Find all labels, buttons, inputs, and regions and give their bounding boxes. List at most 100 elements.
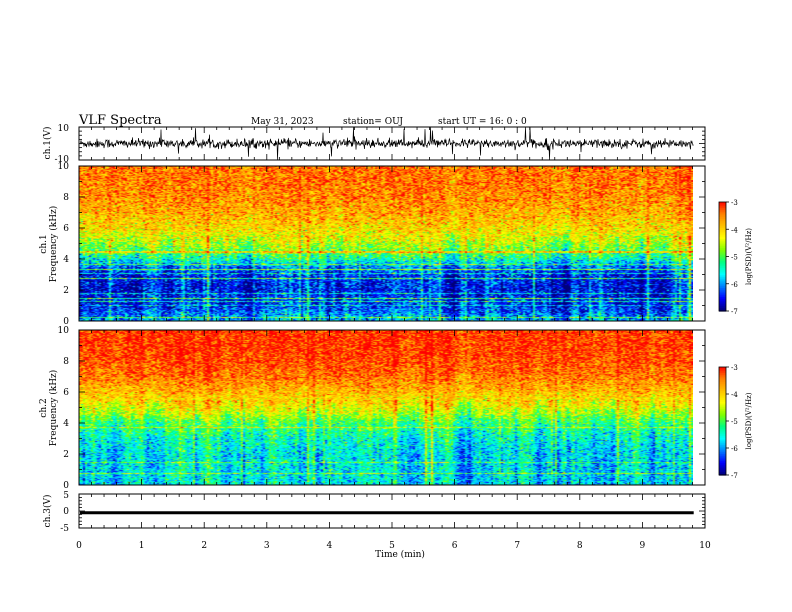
colorbar-segment xyxy=(719,435,726,438)
x-tick-label: 5 xyxy=(389,541,395,551)
colorbar-segment xyxy=(719,426,726,429)
colorbar-segment xyxy=(719,428,726,431)
colorbar-segment xyxy=(719,460,726,463)
colorbar-label: log(PSD)(V²/Hz) xyxy=(745,228,753,285)
ch3-ytick-bottom: -5 xyxy=(60,524,69,534)
colorbar-segment xyxy=(719,202,726,205)
colorbar-tick-label: -5 xyxy=(731,254,738,262)
x-tick-label: 1 xyxy=(139,541,145,551)
colorbar-segment xyxy=(719,256,726,259)
colorbar-segment xyxy=(719,221,726,225)
colorbar-segment xyxy=(719,298,726,301)
colorbar-segment xyxy=(719,457,726,460)
colorbar-segment xyxy=(719,401,726,404)
figure-title: VLF Spectra xyxy=(78,113,162,128)
ytick-label: 4 xyxy=(63,255,69,265)
colorbar-segment xyxy=(719,294,726,298)
colorbar-segment xyxy=(719,406,726,409)
colorbar-segment xyxy=(719,261,726,265)
x-tick-label: 10 xyxy=(699,541,711,551)
colorbar-segment xyxy=(719,296,726,299)
colorbar-segment xyxy=(719,433,726,436)
colorbar-segment xyxy=(719,241,726,245)
ch1-spectrogram-panel: 0 2 4 6 8 10 ch.1 Frequency (kHz) -3 -4 -5 -6 -7 l… xyxy=(39,162,753,327)
colorbar-segment xyxy=(719,404,726,408)
colorbar-segment xyxy=(719,227,726,230)
colorbar-segment xyxy=(719,260,726,263)
colorbar-tick-label: -7 xyxy=(731,308,738,316)
colorbar-segment xyxy=(719,462,726,465)
x-tick-label: 7 xyxy=(514,541,520,551)
ch1-ytick-top: 10 xyxy=(58,124,70,134)
colorbar-segment xyxy=(719,383,726,386)
colorbar-segment xyxy=(719,444,726,447)
colorbar-segment xyxy=(719,388,726,391)
colorbar-segment xyxy=(719,281,726,285)
colorbar-tick-label: -3 xyxy=(731,364,738,372)
colorbar-segment xyxy=(719,291,726,294)
ch1-waveform-ylabel: ch.1(V) xyxy=(42,127,53,160)
ytick-label: 0 xyxy=(63,481,69,491)
ytick-label: 0 xyxy=(63,317,69,327)
colorbar-segment xyxy=(719,269,726,272)
colorbar-segment xyxy=(719,374,726,377)
ch1-ytick-bottom: -10 xyxy=(55,155,70,165)
colorbar-segment xyxy=(719,408,726,411)
colorbar-segment xyxy=(719,442,726,445)
colorbar-segment xyxy=(719,289,726,292)
colorbar-tick-label: -4 xyxy=(731,226,738,234)
colorbar-segment xyxy=(719,240,726,243)
ytick-label: 8 xyxy=(63,193,69,203)
colorbar-segment xyxy=(719,449,726,453)
x-axis-label: Time (min) xyxy=(375,549,425,560)
colorbar-segment xyxy=(719,301,726,305)
colorbar-segment xyxy=(719,390,726,393)
colorbar-segment xyxy=(719,379,726,382)
ch1-spectrogram-image xyxy=(79,166,693,321)
x-tick-label: 3 xyxy=(264,541,270,551)
colorbar-segment xyxy=(719,251,726,254)
ch3-ytick-mid: 0 xyxy=(63,507,69,517)
colorbar-segment xyxy=(719,300,726,303)
colorbar-segment xyxy=(719,265,726,268)
colorbar-segment xyxy=(719,280,726,283)
colorbar-segment xyxy=(719,232,726,236)
colorbar-segment xyxy=(719,395,726,399)
ch2-spectrogram-image xyxy=(79,330,693,485)
colorbar-segment xyxy=(719,370,726,373)
colorbar-segment xyxy=(719,252,726,256)
ytick-label: 10 xyxy=(58,326,70,336)
colorbar-segment xyxy=(719,403,726,406)
colorbar-segment xyxy=(719,367,726,370)
colorbar-segment xyxy=(719,471,726,474)
colorbar-segment xyxy=(719,412,726,415)
colorbar-tick-label: -6 xyxy=(731,281,738,289)
colorbar-segment xyxy=(719,413,726,417)
ytick-label: 4 xyxy=(63,419,69,429)
x-tick-label: 2 xyxy=(201,541,207,551)
colorbar-segment xyxy=(719,292,726,296)
ch1-waveform-panel: 10 -10 ch.1(V) xyxy=(42,124,706,165)
colorbar-segment xyxy=(719,451,726,454)
colorbar-tick-label: -6 xyxy=(731,445,738,453)
colorbar-segment xyxy=(719,254,726,258)
colorbar-segment xyxy=(719,419,726,422)
colorbar-segment xyxy=(719,421,726,424)
colorbar-segment xyxy=(719,305,726,308)
ch2-spectrogram-ticks xyxy=(78,329,706,486)
ch1-colorbar: -3 -4 -5 -6 -7 log(PSD)(V²/Hz) xyxy=(718,199,753,316)
colorbar-segment xyxy=(719,377,726,381)
colorbar-segment xyxy=(719,430,726,433)
colorbar-segment xyxy=(719,473,726,476)
colorbar-segment xyxy=(719,467,726,471)
colorbar-segment xyxy=(719,303,726,307)
colorbar-segment xyxy=(719,372,726,375)
colorbar-segment xyxy=(719,216,726,219)
ch3-waveform-panel: 5 0 -5 ch.3(V) xyxy=(42,491,706,534)
colorbar-segment xyxy=(719,287,726,290)
colorbar-segment xyxy=(719,469,726,472)
colorbar-segment xyxy=(719,263,726,267)
ch1-spectrogram-ylabel-channel: ch.1 xyxy=(39,234,49,253)
x-tick-label: 8 xyxy=(577,541,583,551)
ch2-spectrogram-panel: 0 2 4 6 8 10 ch.2 Frequency (kHz) -3 -4 -5 -6 -7 l… xyxy=(39,326,753,491)
